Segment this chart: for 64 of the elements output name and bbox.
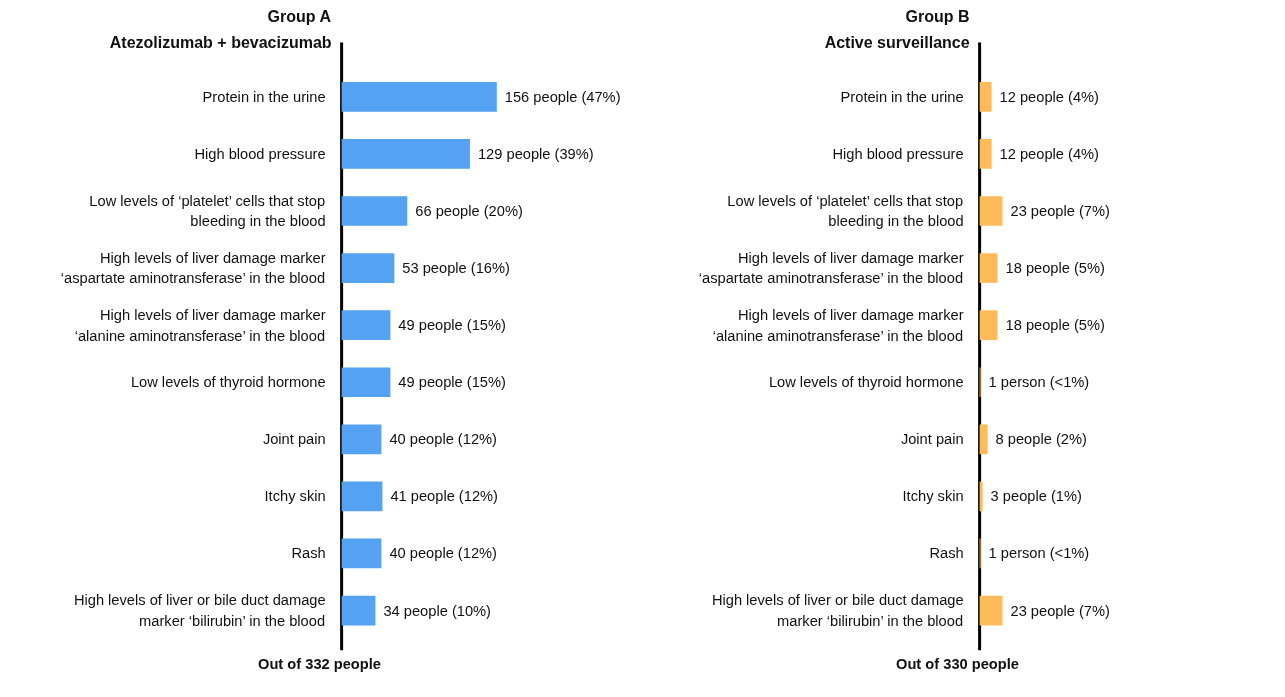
y-tick-label: Low levels of thyroid hormone [768,374,964,391]
data-label: 1 person (<1%) [988,545,1090,562]
y-tick-label: High levels of liver or bile duct damage marker ‘bilirubin’ in the blood [73,592,326,629]
chart-subtitle: Atezolizumab + bevacizumab [109,34,332,52]
data-label: 8 people (2%) [995,431,1087,448]
y-tick-label: Joint pain [900,431,964,448]
y-tick-label: High levels of liver or bile duct damage marker ‘bilirubin’ in the blood [711,592,964,629]
bar [341,481,383,512]
y-tick-label: Protein in the urine [202,88,326,105]
chart-subtitle: Active surveillance [824,34,970,52]
data-label: 41 people (12%) [390,488,498,505]
bar [341,595,376,626]
y-tick-label: Joint pain [262,431,326,448]
data-label: 129 people (39%) [477,145,594,162]
y-tick-label: Itchy skin [264,488,326,505]
chart-title: Group B [905,8,970,26]
data-label: 3 people (1%) [990,488,1082,505]
data-label: 156 people (47%) [504,88,621,105]
bar [979,595,1003,626]
x-axis-title: Out of 332 people [258,655,381,672]
bar [341,81,497,112]
data-label: 18 people (5%) [1005,260,1105,277]
y-tick-label: Itchy skin [902,488,964,505]
y-tick-label: High blood pressure [832,145,964,162]
data-label: 34 people (10%) [383,602,491,619]
bar [979,424,988,455]
bar [341,310,391,340]
bar [341,538,382,569]
data-label: 12 people (4%) [999,145,1099,162]
data-label: 66 people (20%) [415,202,523,219]
data-label: 23 people (7%) [1010,602,1110,619]
chart-title: Group A [267,8,332,26]
bar [979,253,998,283]
data-label: 23 people (7%) [1010,202,1110,219]
bar [979,481,983,512]
x-axis-title: Out of 330 people [896,655,1019,672]
data-label: 49 people (15%) [398,317,506,334]
data-label: 40 people (12%) [389,545,497,562]
data-label: 40 people (12%) [389,431,497,448]
data-label: 1 person (<1%) [988,374,1090,391]
y-tick-label: High levels of liver damage marker ‘aspartate aminotransferase’ in the blood [698,249,964,287]
y-tick-label: High levels of liver damage marker ‘aspartate aminotransferase’ in the blood [60,249,326,287]
y-tick-label: High levels of liver damage marker ‘alanine aminotransferase’ in the blood [74,306,326,344]
bar [341,196,408,226]
y-tick-label: Low levels of ‘platelet’ cells that stop bleeding in the blood [727,192,964,230]
data-label: 49 people (15%) [398,374,506,391]
data-label: 12 people (4%) [999,88,1099,105]
y-tick-label: Rash [291,545,326,562]
bar [979,196,1003,226]
bar [979,139,992,169]
y-tick-label: High blood pressure [194,145,326,162]
y-tick-label: Low levels of ‘platelet’ cells that stop bleeding in the blood [89,192,326,230]
bar [341,139,470,169]
y-tick-label: Rash [929,545,964,562]
bar [341,424,382,455]
data-label: 53 people (16%) [402,260,510,277]
y-tick-label: Protein in the urine [840,88,964,105]
bar [341,367,391,398]
bar [341,253,395,283]
y-tick-label: High levels of liver damage marker ‘alanine aminotransferase’ in the blood [712,306,964,344]
bar [979,310,998,340]
y-tick-label: Low levels of thyroid hormone [130,374,326,391]
bar [979,81,992,112]
data-label: 18 people (5%) [1005,317,1105,334]
